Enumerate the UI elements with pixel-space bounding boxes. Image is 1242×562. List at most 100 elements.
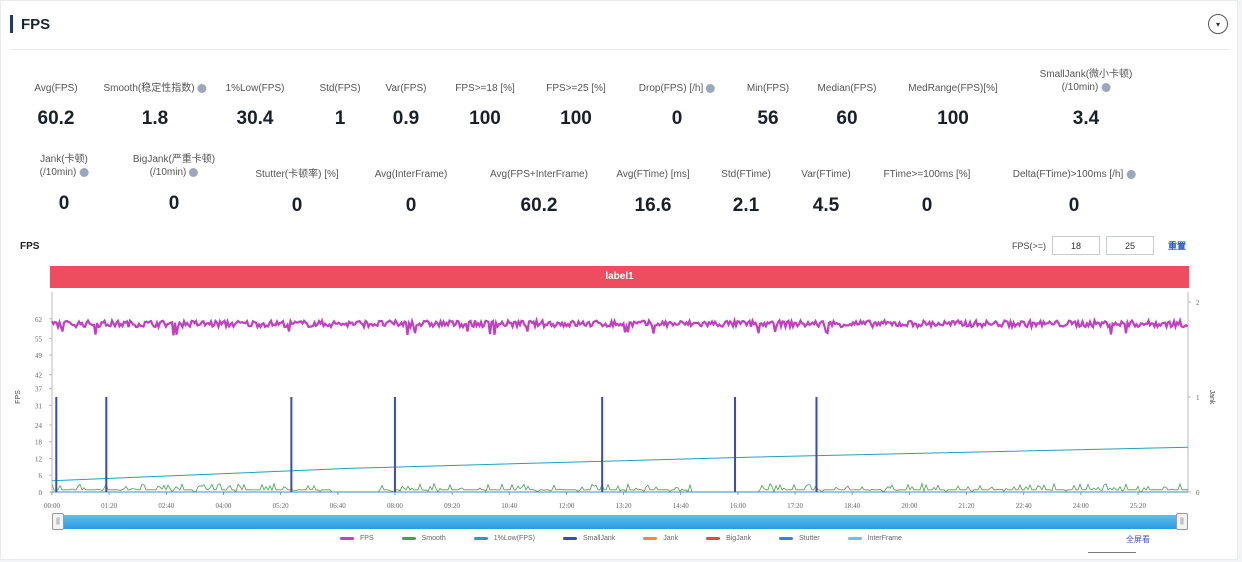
legend-item[interactable]: Stutter xyxy=(778,535,820,542)
zoom-scrollbar[interactable] xyxy=(52,515,1188,529)
metric-label: FPS>=18 [%] xyxy=(455,83,515,94)
legend-item[interactable]: 1%Low(FPS) xyxy=(473,535,535,542)
metric-card: FPS>=18 [%] 100 xyxy=(455,82,514,130)
x-tick-label: 09:20 xyxy=(444,502,460,510)
y-tick-label: 24 xyxy=(35,422,43,430)
x-tick-label: 05:20 xyxy=(273,502,289,510)
info-icon[interactable] xyxy=(706,83,716,93)
x-tick-label: 21:20 xyxy=(959,502,975,510)
legend-swatch xyxy=(473,537,488,540)
metric-value: 16.6 xyxy=(634,195,672,216)
metric-card: Min(FPS) 56 xyxy=(747,82,789,130)
info-icon[interactable] xyxy=(189,167,199,177)
legend-item[interactable]: Jank xyxy=(643,535,678,542)
y2-tick-label: 0 xyxy=(1196,489,1200,497)
threshold-input-2[interactable] xyxy=(1105,236,1154,255)
legend-item[interactable]: BigJank xyxy=(706,535,751,542)
fullscreen-link[interactable]: 全屏看 xyxy=(1126,535,1150,544)
metric-value: 0 xyxy=(58,193,70,214)
panel-title: FPS xyxy=(21,15,51,33)
legend-label: BigJank xyxy=(726,535,751,542)
legend-item[interactable]: InterFrame xyxy=(847,535,902,542)
info-icon[interactable] xyxy=(79,167,89,177)
collapse-button[interactable]: ▾ xyxy=(1208,14,1228,34)
x-tick-label: 06:40 xyxy=(330,502,346,510)
legend-item[interactable]: SmallJank xyxy=(562,535,616,542)
legend-label: SmallJank xyxy=(582,535,616,542)
legend-label: Smooth xyxy=(421,535,446,542)
y2-tick-label: 1 xyxy=(1196,394,1200,402)
chevron-down-icon: ▾ xyxy=(1215,19,1220,29)
y2-axis-label: Jank xyxy=(1208,390,1215,405)
metric-card: Var(FPS) 0.9 xyxy=(386,82,427,130)
reset-button[interactable]: 重置 xyxy=(1167,241,1186,251)
threshold-input-1[interactable] xyxy=(1051,236,1100,255)
metric-card: 1%Low(FPS) 30.4 xyxy=(226,82,285,130)
legend-label: FPS xyxy=(360,535,374,542)
metric-value: 60 xyxy=(836,108,858,129)
info-icon[interactable] xyxy=(1101,82,1111,92)
fullscreen-underline xyxy=(1088,552,1136,553)
header-accent-bar xyxy=(10,15,13,33)
x-tick-label: 13:20 xyxy=(616,502,632,510)
zoom-handle-left[interactable]: || xyxy=(52,513,64,530)
metric-card: FTime>=100ms [%] 0 xyxy=(884,168,971,217)
metric-label: BigJank(严重卡顿) (/10min) xyxy=(132,154,216,178)
metric-label: 1%Low(FPS) xyxy=(225,83,285,94)
legend-swatch xyxy=(778,537,793,540)
metric-label: Avg(FPS+InterFrame) xyxy=(490,169,588,180)
y-tick-label: 12 xyxy=(35,455,43,463)
series-smooth xyxy=(51,482,1188,493)
zoom-handle-right[interactable]: || xyxy=(1176,513,1188,530)
metric-label: Avg(FPS) xyxy=(34,83,78,94)
legend-swatch xyxy=(706,537,721,540)
metric-label: Std(FPS) xyxy=(319,83,361,94)
metric-card: Smooth(稳定性指数) 1.8 xyxy=(103,82,207,130)
metric-label: MedRange(FPS)[%] xyxy=(908,83,998,94)
legend-swatch xyxy=(340,537,354,540)
legend-swatch xyxy=(847,537,862,540)
x-tick-label: 12:00 xyxy=(558,502,574,510)
metric-card: Avg(FPS+InterFrame) 60.2 xyxy=(490,168,588,217)
x-tick-label: 10:40 xyxy=(501,502,517,510)
x-tick-label: 08:00 xyxy=(387,502,403,510)
metric-card: Stutter(卡顿率) [%] 0 xyxy=(255,168,338,217)
x-tick-label: 22:40 xyxy=(1016,502,1032,510)
metric-value: 100 xyxy=(469,108,501,129)
metric-label: Avg(InterFrame) xyxy=(374,169,448,180)
info-icon[interactable] xyxy=(197,83,207,93)
y-tick-label: 18 xyxy=(35,439,43,447)
metric-label: Var(FTime) xyxy=(801,169,851,180)
y-tick-label: 55 xyxy=(35,335,43,343)
y-tick-label: 42 xyxy=(35,372,43,380)
metric-value: 100 xyxy=(937,108,969,129)
y-tick-label: 49 xyxy=(35,352,43,360)
header-divider xyxy=(10,49,1230,50)
x-tick-label: 20:00 xyxy=(901,502,917,510)
metric-value: 0 xyxy=(291,195,303,216)
legend-item[interactable]: Smooth xyxy=(401,535,446,542)
panel-header: FPS xyxy=(10,12,50,36)
info-icon[interactable] xyxy=(1126,169,1136,179)
metric-value: 0 xyxy=(405,195,417,216)
threshold-label: FPS(>=) xyxy=(1011,240,1046,251)
legend-label: 1%Low(FPS) xyxy=(493,535,535,542)
metric-value: 0.9 xyxy=(392,108,420,129)
legend-swatch xyxy=(562,537,577,540)
label-band[interactable]: label1 xyxy=(50,266,1189,288)
metric-label: Jank(卡顿) (/10min) xyxy=(39,154,89,178)
y-tick-label: 37 xyxy=(35,386,43,394)
metric-card: Jank(卡顿) (/10min) 0 xyxy=(40,153,89,215)
x-tick-label: 24:00 xyxy=(1073,502,1089,510)
metric-card: Avg(FPS) 60.2 xyxy=(34,82,77,130)
y-axis-label: FPS xyxy=(15,390,22,404)
legend-item[interactable]: FPS xyxy=(340,535,374,542)
metric-card: Avg(InterFrame) 0 xyxy=(375,168,448,217)
x-tick-label: 00:00 xyxy=(44,502,60,510)
x-tick-label: 01:20 xyxy=(101,502,117,510)
series-fps xyxy=(51,316,1189,336)
metric-value: 1 xyxy=(334,108,346,129)
metric-card: Delta(FTime)>100ms [/h] 0 xyxy=(1013,168,1136,217)
chart-legend: FPS Smooth 1%Low(FPS) SmallJank Jank BigJank S… xyxy=(340,535,902,542)
